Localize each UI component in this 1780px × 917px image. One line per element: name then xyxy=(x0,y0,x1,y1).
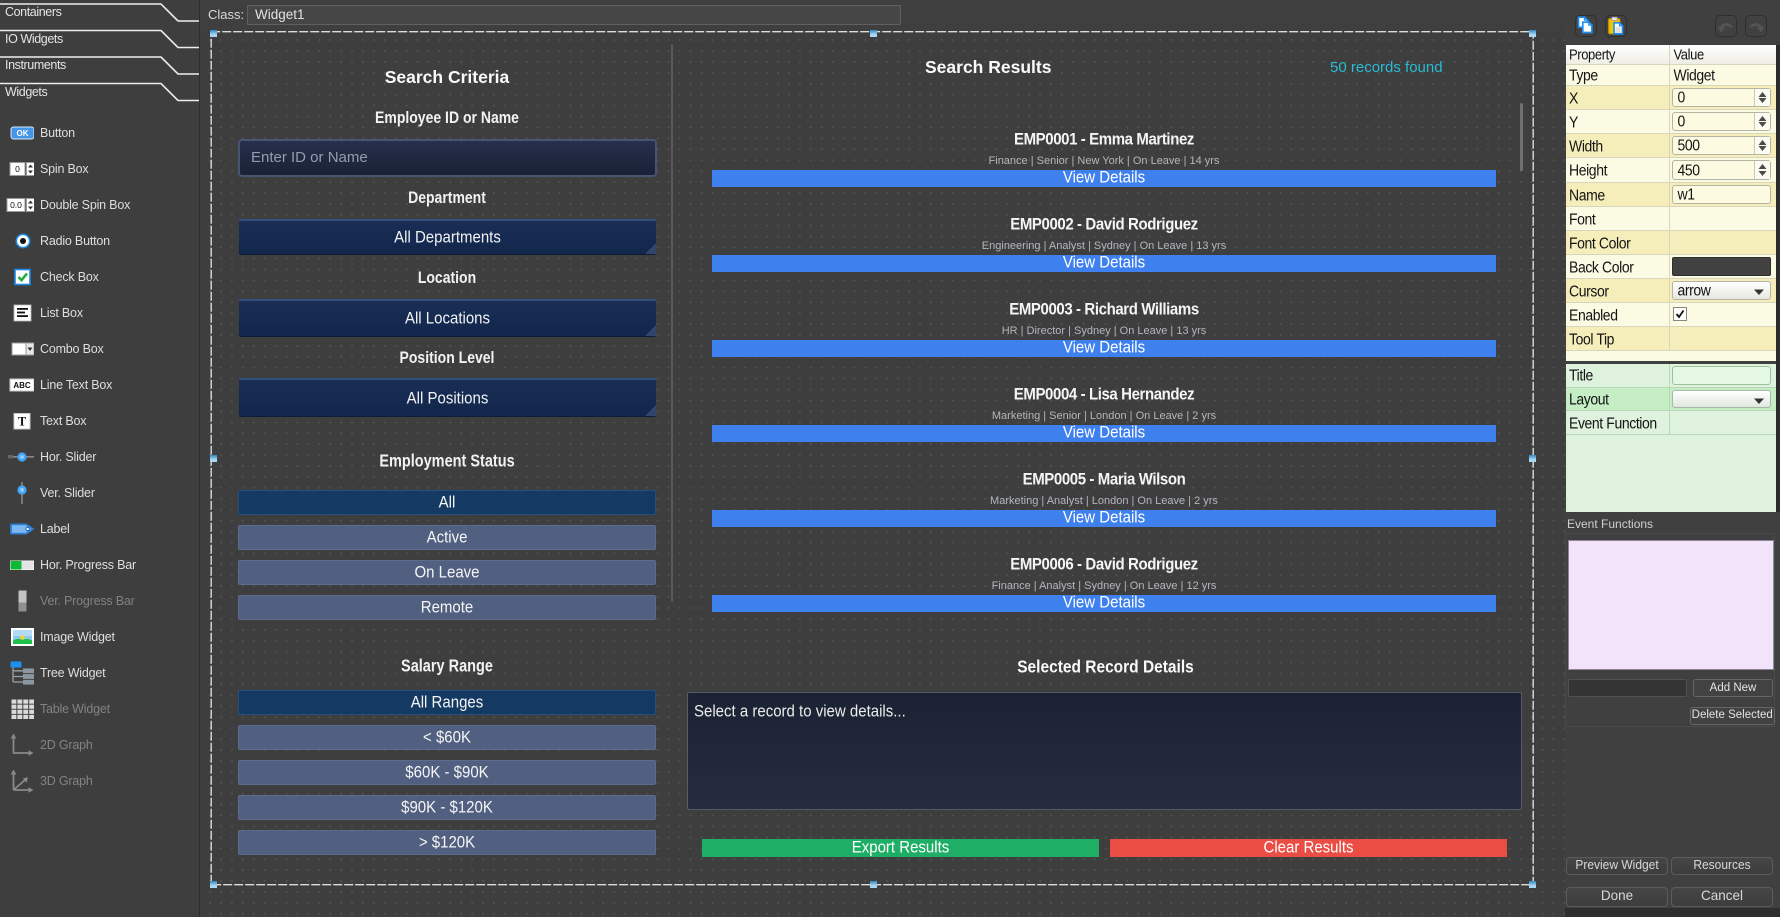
svg-text:OK: OK xyxy=(17,129,29,138)
svg-text:ABC: ABC xyxy=(13,381,31,390)
svg-text:0.0: 0.0 xyxy=(10,200,22,210)
svg-text:T: T xyxy=(18,415,27,429)
svg-text:0: 0 xyxy=(15,164,20,174)
